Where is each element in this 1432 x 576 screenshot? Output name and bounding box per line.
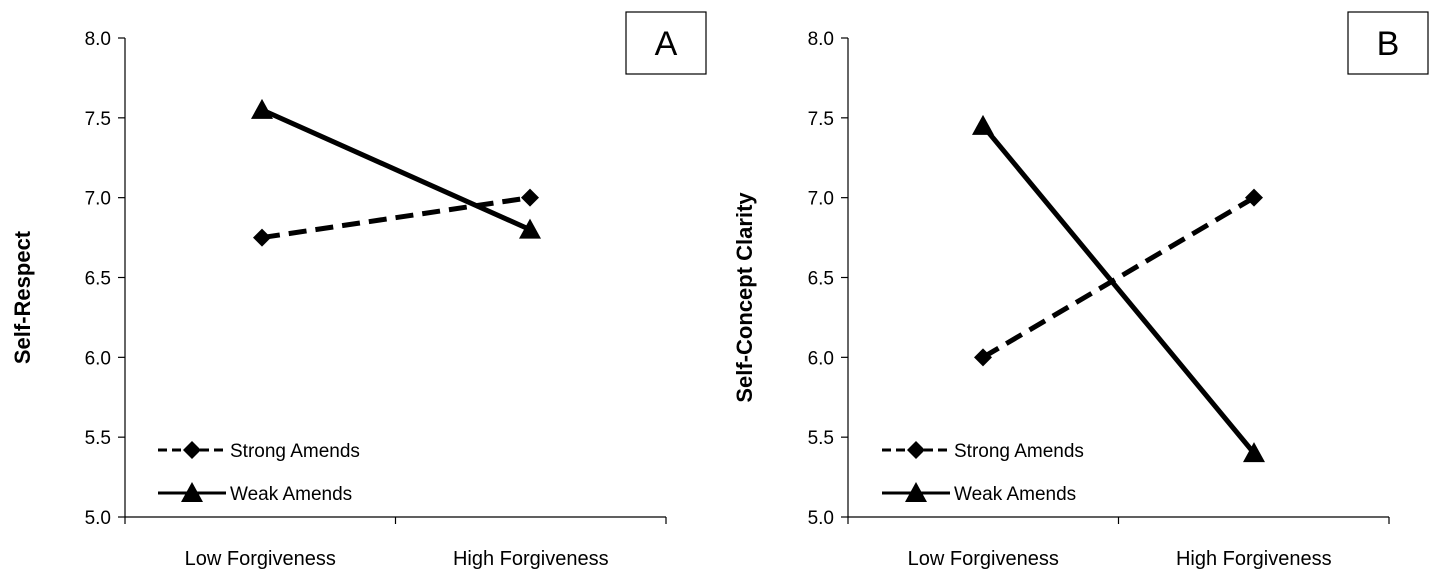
x-tick-label: Low Forgiveness: [185, 548, 336, 570]
y-tick-label: 6.5: [85, 269, 111, 290]
legend: Strong Amends Weak Amends: [882, 441, 1084, 505]
legend-label: Strong Amends: [954, 441, 1084, 462]
series-line: [981, 124, 1256, 455]
series-strong-amends: [974, 188, 1263, 367]
series-line: [260, 107, 532, 232]
legend-label: Weak Amends: [230, 484, 352, 505]
chart-panel-B: 5.0 5.5 6.0 6.5 7.0 7.5 8.0 Low Forgiveness High…: [732, 11, 1429, 570]
panel-label: A: [655, 25, 678, 63]
y-tick-label: 7.0: [85, 189, 111, 210]
legend-label: Weak Amends: [954, 484, 1076, 505]
series-line: [981, 195, 1256, 360]
series-weak-amends: [251, 98, 541, 239]
x-tick-label: High Forgiveness: [453, 548, 609, 570]
y-tick-label: 7.5: [85, 109, 111, 130]
y-tick-label: 6.5: [808, 269, 834, 290]
chart-panel-A: 5.0 5.5 6.0 6.5 7.0 7.5 8.0 Low Forgiveness High…: [10, 11, 707, 570]
triangle-marker: [519, 218, 541, 239]
legend-triangle-marker: [905, 482, 927, 502]
x-tick-label: Low Forgiveness: [908, 548, 1059, 570]
legend-triangle-marker: [181, 482, 203, 502]
series-strong-amends: [253, 188, 539, 247]
diamond-marker: [253, 228, 271, 247]
y-axis-title: Self-Respect: [10, 230, 35, 364]
triangle-marker: [972, 114, 994, 135]
y-tick-label: 5.5: [808, 428, 834, 449]
legend-diamond-marker: [907, 441, 925, 459]
panel-label: B: [1377, 25, 1400, 63]
y-tick-label: 7.5: [808, 109, 834, 130]
triangle-marker: [251, 98, 273, 119]
triangle-marker: [1243, 442, 1265, 463]
legend-diamond-marker: [183, 441, 201, 459]
y-tick-label: 6.0: [85, 348, 111, 369]
y-tick-label: 7.0: [808, 189, 834, 210]
y-tick-label: 5.0: [85, 508, 111, 529]
y-tick-label: 8.0: [85, 29, 111, 50]
y-tick-label: 5.0: [808, 508, 834, 529]
diamond-marker: [521, 188, 539, 207]
panel-label-box: [625, 11, 707, 75]
y-tick-label: 5.5: [85, 428, 111, 449]
series-line: [261, 195, 531, 241]
legend-label: Strong Amends: [230, 441, 360, 462]
y-tick-label: 8.0: [808, 29, 834, 50]
diamond-marker: [974, 348, 992, 367]
diamond-marker: [1245, 188, 1263, 207]
y-axis-title: Self-Concept Clarity: [732, 192, 757, 403]
series-weak-amends: [972, 114, 1265, 463]
x-tick-label: High Forgiveness: [1176, 548, 1332, 570]
legend: Strong Amends Weak Amends: [158, 441, 360, 505]
panel-label-box: [1347, 11, 1429, 75]
y-tick-label: 6.0: [808, 348, 834, 369]
